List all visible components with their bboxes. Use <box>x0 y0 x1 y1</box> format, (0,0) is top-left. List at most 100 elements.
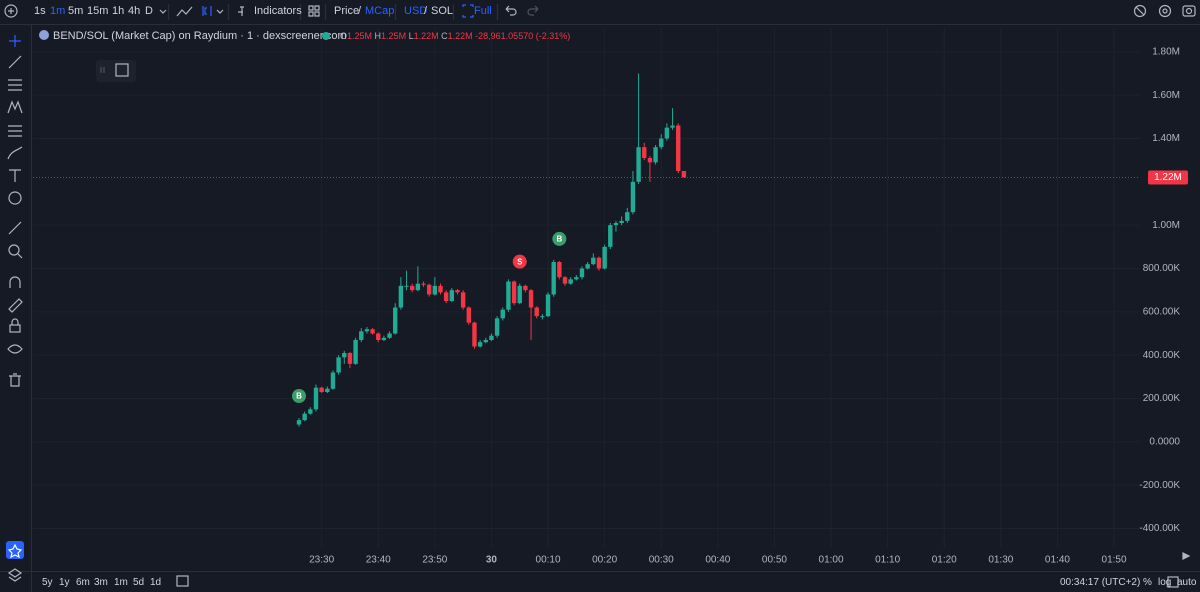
pattern-tool[interactable] <box>7 100 23 114</box>
candle-body <box>557 262 562 278</box>
interval-button[interactable]: 5m <box>68 5 84 17</box>
fib-tool[interactable] <box>8 79 22 91</box>
range-button[interactable]: 5d <box>133 577 145 588</box>
lock-tool[interactable] <box>9 324 21 333</box>
candle-body <box>443 292 449 301</box>
interval-button[interactable]: 15m <box>87 5 109 17</box>
lock-tool[interactable] <box>11 318 19 325</box>
crosshair-tool[interactable] <box>9 35 21 47</box>
candle-body <box>540 316 545 318</box>
settings-icon[interactable] <box>1162 8 1168 14</box>
hide-tool[interactable] <box>7 344 23 354</box>
range-button[interactable]: 1m <box>114 577 128 588</box>
interval-button[interactable]: 1h <box>112 5 125 17</box>
y-tick-label: 200.00K <box>1143 393 1181 404</box>
search-icon[interactable] <box>1135 6 1145 16</box>
range-button[interactable]: 6m <box>76 577 90 588</box>
interval-button[interactable]: 1m <box>50 5 66 17</box>
chart-type-icon[interactable] <box>176 6 193 17</box>
interval-button[interactable]: 4h <box>128 5 141 17</box>
y-tick-label: 0.0000 <box>1149 436 1180 447</box>
indicators-button[interactable]: Indicators <box>254 5 302 17</box>
candle-body <box>528 290 534 308</box>
trade-marker-label: S <box>517 257 523 266</box>
price-toggle[interactable]: Price <box>334 5 360 17</box>
percent-toggle[interactable]: % <box>1143 577 1152 588</box>
projection-tool[interactable] <box>8 125 22 137</box>
low-key: L <box>408 31 414 41</box>
undo-icon[interactable] <box>505 5 517 16</box>
camera-icon[interactable] <box>1185 7 1193 15</box>
candle-body <box>483 340 488 343</box>
axes: 1.80M 1.60M 1.40M 1.00M 800.00K 600.00K 400.00… <box>33 28 1180 566</box>
fullscreen-icon[interactable] <box>462 4 474 18</box>
candle-body <box>523 285 528 291</box>
candle-body <box>330 372 336 389</box>
camera-icon[interactable] <box>1182 5 1196 17</box>
x-tick-label: 01:20 <box>932 555 957 566</box>
candle-body <box>359 331 364 340</box>
range-button[interactable]: 3m <box>94 577 108 588</box>
emoji-tool[interactable] <box>8 191 22 205</box>
candle-body <box>534 307 539 317</box>
dropdown-icon[interactable] <box>216 9 224 14</box>
candle-body <box>506 281 511 310</box>
lock-drawings-tool[interactable] <box>8 298 23 313</box>
full-button[interactable]: Full <box>474 5 492 17</box>
x-tick-label: 30 <box>486 555 498 566</box>
sol-toggle[interactable]: SOL <box>431 5 454 17</box>
candle-body <box>676 125 681 171</box>
favorites-tool[interactable] <box>7 543 23 559</box>
candle-body <box>398 285 404 308</box>
add-icon[interactable] <box>8 8 14 14</box>
rectangle-tool[interactable] <box>115 63 129 77</box>
candle-body <box>319 387 324 392</box>
usd-toggle[interactable]: USD <box>404 5 428 17</box>
trade-marker <box>292 389 306 403</box>
candle-body <box>308 409 313 414</box>
auto-toggle[interactable]: auto <box>1177 577 1197 588</box>
zoom-tool[interactable] <box>8 244 20 256</box>
delete-tool[interactable] <box>9 373 21 387</box>
interval-button[interactable]: 1s <box>34 5 46 17</box>
price-label-box <box>1148 170 1188 185</box>
candle-body <box>642 147 647 158</box>
scroll-icon[interactable] <box>1182 552 1191 560</box>
candle-body <box>613 223 619 226</box>
candle-body <box>625 212 630 221</box>
y-tick-label: 400.00K <box>1143 350 1181 361</box>
candle-body <box>579 268 585 278</box>
search-icon[interactable] <box>1133 4 1147 18</box>
indicators-icon[interactable] <box>238 6 244 16</box>
zoom-tool[interactable] <box>17 253 23 259</box>
layout-icon[interactable] <box>308 5 320 17</box>
ruler-tool[interactable] <box>8 221 22 235</box>
text-tool[interactable] <box>9 169 21 182</box>
separator: / <box>424 5 428 17</box>
bottom-icon[interactable] <box>1167 576 1179 588</box>
candle-icon[interactable] <box>202 6 212 16</box>
dropdown-icon[interactable] <box>159 9 167 14</box>
drag-handle[interactable] <box>100 67 105 73</box>
x-tick-label: 01:40 <box>1045 555 1070 566</box>
trendline-tool[interactable] <box>8 55 22 69</box>
x-tick-label: 23:30 <box>309 555 334 566</box>
magnet-tool[interactable] <box>9 276 21 288</box>
candle-body <box>585 264 590 269</box>
settings-icon[interactable] <box>1158 4 1172 18</box>
y-tick-label: 800.00K <box>1143 263 1181 274</box>
object-tree-tool[interactable] <box>7 568 23 582</box>
range-button[interactable]: 5y <box>42 577 53 588</box>
range-button[interactable]: 1y <box>59 577 70 588</box>
candle-body <box>415 283 421 291</box>
log-toggle[interactable]: log <box>1158 577 1172 588</box>
range-button[interactable]: 1d <box>150 577 162 588</box>
favorites-tool[interactable] <box>6 541 24 559</box>
redo-icon[interactable] <box>527 5 539 16</box>
goto-date-icon[interactable] <box>176 575 189 587</box>
brush-tool[interactable] <box>7 146 23 160</box>
candle-body <box>489 335 494 340</box>
interval-button[interactable]: D <box>145 5 153 17</box>
mcap-toggle[interactable]: MCap <box>365 5 395 17</box>
add-icon[interactable] <box>4 4 18 18</box>
